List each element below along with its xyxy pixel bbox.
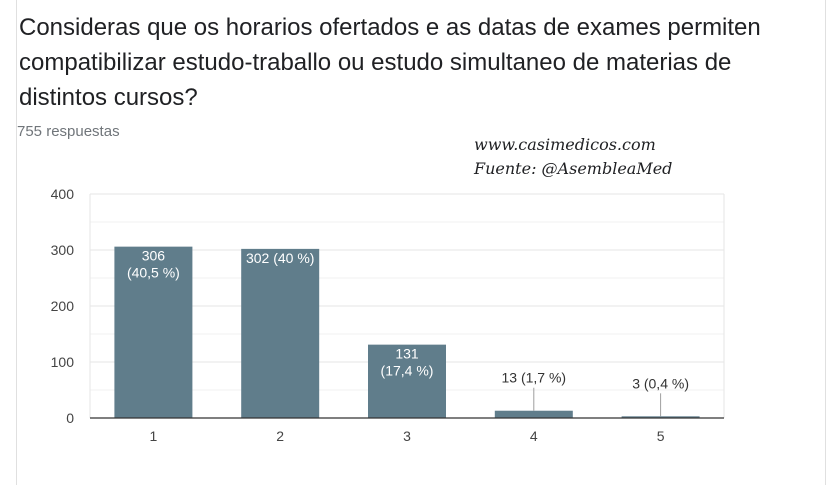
data-label: (17,4 %)	[381, 363, 434, 379]
question-title: Consideras que os horarios ofertados e a…	[19, 14, 761, 111]
watermark-source: Fuente: @AsembleaMed	[474, 159, 673, 178]
y-tick-label: 400	[51, 186, 75, 202]
watermark: www.casimedicos.com Fuente: @AsembleaMed	[474, 133, 672, 181]
y-tick-label: 200	[51, 298, 75, 314]
bar	[114, 246, 193, 418]
bar	[368, 344, 446, 418]
x-tick-label: 5	[657, 428, 665, 444]
bar	[241, 248, 320, 418]
data-label: 302 (40 %)	[246, 250, 314, 266]
x-tick-label: 3	[403, 428, 411, 444]
data-label: 13 (1,7 %)	[502, 370, 567, 386]
bar	[494, 410, 573, 418]
watermark-url: www.casimedicos.com	[474, 135, 656, 154]
x-tick-label: 2	[276, 428, 284, 444]
response-count: 755 respuestas	[17, 123, 120, 140]
x-tick-label: 1	[150, 428, 158, 444]
data-label: 306	[142, 248, 166, 264]
y-tick-label: 300	[51, 242, 75, 258]
data-label: 3 (0,4 %)	[632, 375, 689, 391]
data-label: (40,5 %)	[127, 265, 180, 281]
bar	[621, 416, 700, 418]
x-tick-label: 4	[530, 428, 538, 444]
y-tick-label: 0	[66, 410, 74, 426]
y-tick-label: 100	[51, 354, 75, 370]
data-label: 131	[395, 346, 419, 362]
